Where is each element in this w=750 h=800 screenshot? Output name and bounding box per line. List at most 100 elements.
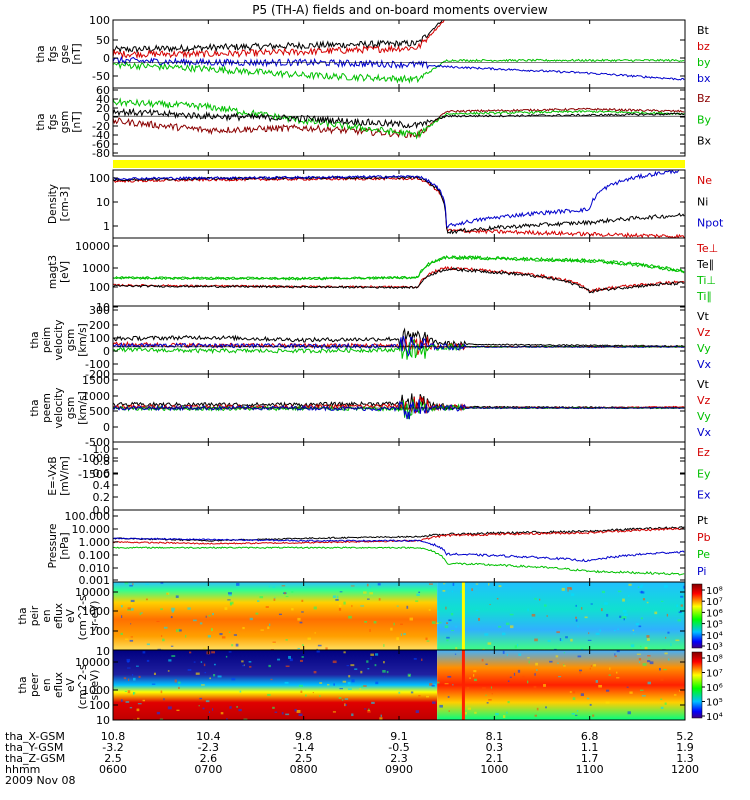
spectrogram-pixel xyxy=(442,589,446,592)
spectrogram-pixel xyxy=(455,647,458,650)
spectrogram-pixel xyxy=(630,644,635,648)
ephemeris-value: 2.5 xyxy=(295,752,313,765)
y-tick-label: -100 xyxy=(85,358,110,371)
y-axis-label: eflux xyxy=(53,672,65,698)
spectrogram-pixel xyxy=(231,644,234,647)
spectrogram-pixel xyxy=(660,706,664,709)
y-axis-label: [cm-3] xyxy=(59,187,71,222)
spectrogram-pixel xyxy=(288,655,291,659)
spectrogram-inner xyxy=(113,582,438,650)
y-tick-label: 0 xyxy=(103,111,110,124)
spectrogram-pixel xyxy=(291,591,294,593)
ephemeris-value: 5.2 xyxy=(676,730,694,743)
spectrogram-pixel xyxy=(647,681,651,685)
y-axis-label: tha xyxy=(29,399,41,416)
spectrogram-pixel xyxy=(473,678,477,682)
y-axis-label: sr-eV) xyxy=(89,670,101,701)
spectrogram-pixel xyxy=(228,593,232,597)
spectrogram-pixel xyxy=(160,635,163,637)
spectrogram-pixel xyxy=(641,695,646,697)
spectrogram-pixel xyxy=(581,607,583,610)
colorbar-label: 10³ xyxy=(706,642,723,653)
spectrogram-pixel xyxy=(675,639,680,642)
spectrogram-pixel xyxy=(332,595,337,599)
spectrogram-pixel xyxy=(297,647,300,650)
spectrogram-pixel xyxy=(367,598,370,600)
spectrogram-pixel xyxy=(626,686,629,688)
spectrogram-pixel xyxy=(132,583,134,586)
y-tick-label: 0.2 xyxy=(93,491,111,504)
spectrogram-pixel xyxy=(571,593,575,596)
spectrogram-pixel xyxy=(299,659,303,662)
spectrogram-pixel xyxy=(400,633,402,636)
spectrogram-pixel xyxy=(416,593,420,596)
spectrogram-pixel xyxy=(614,655,617,658)
spectrogram-pixel xyxy=(136,717,140,720)
spectrogram-pixel xyxy=(281,712,284,715)
spectrogram-pixel xyxy=(342,680,347,683)
spectrogram-pixel xyxy=(444,683,449,685)
legend-Te∥: Te∥ xyxy=(696,258,714,271)
spectrogram-pixel xyxy=(249,665,252,668)
legend-Ti∥: Ti∥ xyxy=(696,290,712,303)
spectrogram-pixel xyxy=(640,645,642,648)
spectrogram-pixel xyxy=(617,628,619,631)
plot-area-density xyxy=(113,170,685,238)
spectrogram-pixel xyxy=(378,598,381,601)
ephemeris-value: 1100 xyxy=(576,763,604,776)
spectrogram-pixel xyxy=(366,660,369,663)
colorbar-label: 10⁶ xyxy=(706,683,723,694)
y-tick-label: 50 xyxy=(96,34,110,47)
y-axis-label: eV xyxy=(65,608,77,622)
spectrogram-pixel xyxy=(429,683,433,686)
spectrogram-pixel xyxy=(627,711,631,715)
spectrogram-pixel xyxy=(332,660,337,664)
spectrogram-pixel xyxy=(120,605,123,608)
spectrogram-pixel xyxy=(133,718,136,720)
legend-Vz: Vz xyxy=(697,326,711,339)
spectrogram-pixel xyxy=(281,585,286,587)
spectrogram-pixel xyxy=(604,602,608,605)
spectrogram-pixel xyxy=(370,656,372,660)
spectrogram-pixel xyxy=(556,631,560,634)
spectrogram-pixel xyxy=(341,699,344,701)
spectrogram-pixel xyxy=(219,632,223,636)
spectrogram-pixel xyxy=(213,663,216,666)
spectrogram-pixel xyxy=(301,611,304,613)
y-axis-label: [nT] xyxy=(71,111,83,132)
spectrogram-pixel xyxy=(663,668,667,671)
spectrogram-pixel xyxy=(174,679,177,683)
y-tick-label: 0.0 xyxy=(93,504,111,517)
spectrogram-pixel xyxy=(622,616,627,620)
y-tick-label: -20 xyxy=(92,120,110,133)
trace-density-0 xyxy=(113,176,685,238)
spectrogram-pixel xyxy=(425,637,428,640)
spectrogram-pixel xyxy=(616,650,620,653)
spectrogram-pixel xyxy=(348,675,351,678)
trace-fgs-gsm-2 xyxy=(113,107,685,130)
legend-Pi: Pi xyxy=(697,565,706,578)
plot-area-temperature xyxy=(113,254,685,294)
legend-Vx: Vx xyxy=(697,426,712,439)
spectrogram-pixel xyxy=(299,621,303,624)
spectrogram-pixel xyxy=(367,709,370,712)
spectrogram-pixel xyxy=(513,672,516,676)
spectrogram-pixel xyxy=(533,685,537,689)
y-tick-label: 0.100 xyxy=(79,549,111,562)
spectrogram-pixel xyxy=(579,671,581,674)
ephemeris-label: tha_X-GSM xyxy=(5,730,65,743)
panel-peer-spec: 10⁸ 10⁷ 10⁶ 10⁵ 10⁴ 10000 1000 100 10 tha peer en ef… xyxy=(17,649,723,727)
y-axis-label: velocity xyxy=(53,319,65,360)
spectrogram-pixel xyxy=(210,628,213,631)
spectrogram-pixel xyxy=(488,583,490,586)
spectrogram-pixel xyxy=(316,648,318,650)
y-tick-label: 100 xyxy=(89,332,110,345)
spectrogram-pixel xyxy=(616,671,618,674)
spectrogram-pixel xyxy=(506,653,508,656)
spectrogram-pixel xyxy=(284,681,289,684)
spectrogram-pixel xyxy=(187,669,192,671)
spectrogram-pixel xyxy=(605,701,610,704)
spectrogram-pixel xyxy=(312,692,314,694)
ephemeris-value: 0.3 xyxy=(486,741,504,754)
y-tick-label: 100 xyxy=(89,172,110,185)
